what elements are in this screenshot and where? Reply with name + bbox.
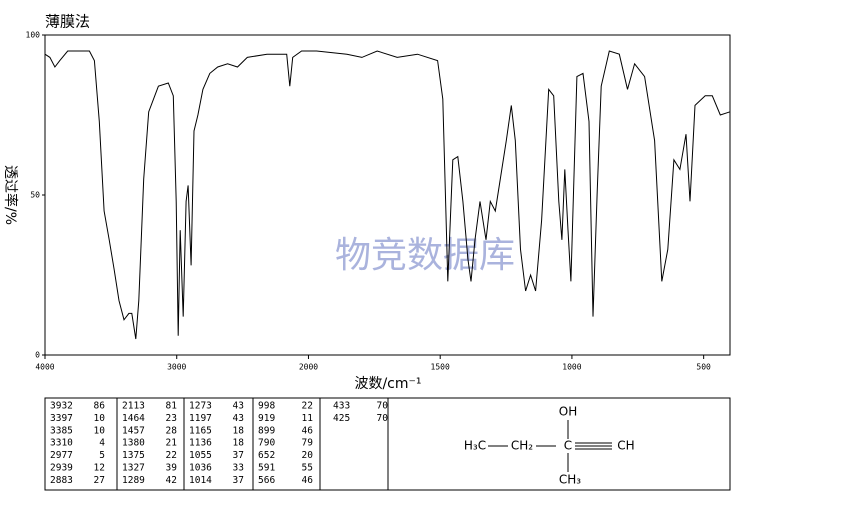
atom-label: H₃C (464, 439, 486, 453)
peak-wavenumber: 998 (258, 401, 275, 412)
peak-transmittance: 21 (166, 438, 178, 449)
peak-transmittance: 22 (302, 401, 313, 412)
peak-wavenumber: 2939 (50, 463, 73, 474)
x-tick-label: 3000 (167, 363, 186, 372)
peak-transmittance: 86 (94, 401, 106, 412)
y-tick-label: 50 (30, 191, 40, 200)
peak-transmittance: 37 (233, 475, 244, 486)
peak-transmittance: 11 (302, 413, 314, 424)
peak-transmittance: 12 (94, 463, 105, 474)
peak-transmittance: 10 (94, 413, 106, 424)
peak-wavenumber: 3385 (50, 425, 73, 436)
peak-wavenumber: 1165 (189, 425, 212, 436)
x-tick-label: 2000 (299, 363, 318, 372)
peak-transmittance: 46 (302, 425, 314, 436)
peak-transmittance: 10 (94, 425, 106, 436)
peak-wavenumber: 1464 (122, 413, 145, 424)
peak-wavenumber: 1289 (122, 475, 145, 486)
peak-transmittance: 33 (233, 463, 244, 474)
atom-label: C (564, 439, 572, 453)
y-axis-label: 透过率/% (2, 165, 19, 225)
peak-transmittance: 79 (302, 438, 314, 449)
peak-wavenumber: 1273 (189, 401, 212, 412)
peak-wavenumber: 1197 (189, 413, 212, 424)
peak-transmittance: 43 (233, 413, 244, 424)
peak-transmittance: 43 (233, 401, 244, 412)
peak-wavenumber: 425 (333, 413, 350, 424)
peak-wavenumber: 3397 (50, 413, 73, 424)
peak-transmittance: 81 (166, 401, 178, 412)
peak-transmittance: 22 (166, 450, 177, 461)
peak-wavenumber: 1375 (122, 450, 145, 461)
peak-wavenumber: 2883 (50, 475, 73, 486)
peak-transmittance: 23 (166, 413, 177, 424)
peak-wavenumber: 2977 (50, 450, 73, 461)
peak-transmittance: 20 (302, 450, 314, 461)
peak-transmittance: 70 (377, 401, 389, 412)
peak-wavenumber: 1380 (122, 438, 145, 449)
peak-wavenumber: 790 (258, 438, 275, 449)
peak-wavenumber: 652 (258, 450, 275, 461)
peak-transmittance: 55 (302, 463, 313, 474)
watermark: 物竞数据库 (335, 235, 515, 276)
x-tick-label: 4000 (35, 363, 54, 372)
atom-label: CH₂ (511, 439, 533, 453)
peak-wavenumber: 1036 (189, 463, 212, 474)
peak-wavenumber: 1014 (189, 475, 212, 486)
peak-wavenumber: 433 (333, 401, 350, 412)
atom-label: CH₃ (559, 473, 581, 487)
peak-wavenumber: 591 (258, 463, 275, 474)
peak-transmittance: 18 (233, 438, 245, 449)
peak-transmittance: 46 (302, 475, 314, 486)
peak-transmittance: 28 (166, 425, 178, 436)
y-tick-label: 0 (35, 351, 40, 360)
peak-wavenumber: 566 (258, 475, 275, 486)
peak-wavenumber: 3310 (50, 438, 73, 449)
structure-bonds (488, 420, 612, 472)
peak-transmittance: 4 (99, 438, 105, 449)
peak-wavenumber: 2113 (122, 401, 145, 412)
peak-transmittance: 27 (94, 475, 105, 486)
peak-wavenumber: 1327 (122, 463, 145, 474)
peak-wavenumber: 3932 (50, 401, 73, 412)
spectrum-line (44, 50, 731, 340)
peak-transmittance: 39 (166, 463, 178, 474)
peak-wavenumber: 899 (258, 425, 275, 436)
peak-wavenumber: 1136 (189, 438, 212, 449)
x-tick-label: 1500 (431, 363, 450, 372)
chart-title: 薄膜法 (45, 13, 90, 31)
peak-transmittance: 18 (233, 425, 245, 436)
x-tick-label: 1000 (562, 363, 581, 372)
peak-transmittance: 42 (166, 475, 177, 486)
peak-transmittance: 70 (377, 413, 389, 424)
atom-label: OH (559, 405, 577, 419)
table-dividers (116, 398, 389, 490)
peak-wavenumber: 919 (258, 413, 275, 424)
atom-label: CH (617, 439, 634, 453)
peak-wavenumber: 1457 (122, 425, 145, 436)
peak-transmittance: 5 (99, 450, 105, 461)
y-tick-label: 100 (26, 31, 41, 40)
plot-frame (44, 34, 731, 356)
peak-transmittance: 37 (233, 450, 244, 461)
x-tick-label: 500 (696, 363, 711, 372)
peak-wavenumber: 1055 (189, 450, 212, 461)
x-axis-label: 波数/cm⁻¹ (354, 376, 421, 392)
